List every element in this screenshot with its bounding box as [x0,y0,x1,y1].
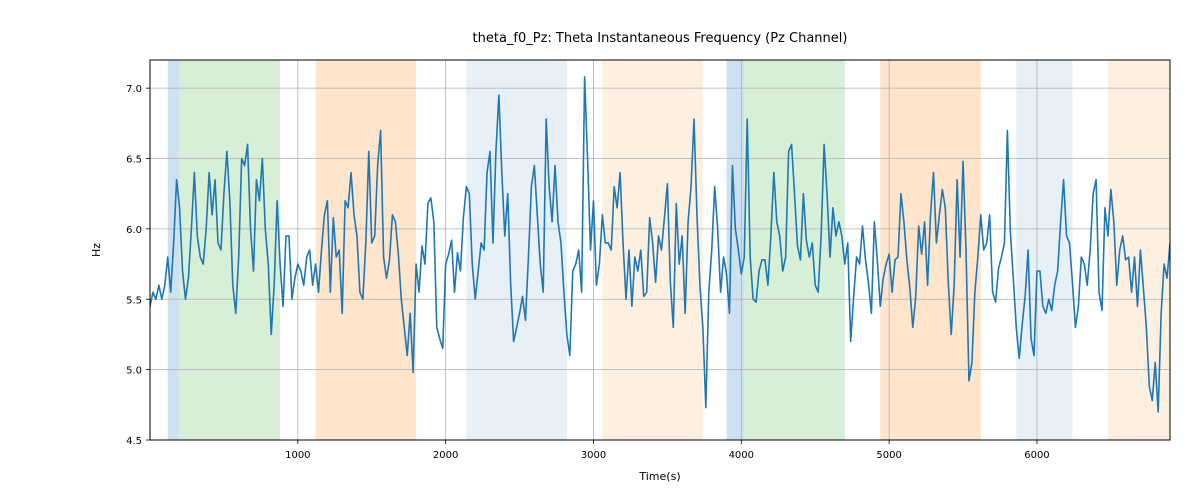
xtick-label: 1000 [285,450,310,461]
xtick-label: 4000 [729,450,754,461]
background-span-3 [466,60,567,440]
xtick-label: 6000 [1024,450,1049,461]
ytick-label: 4.5 [126,436,142,447]
ytick-label: 7.0 [126,84,142,95]
ytick-label: 5.5 [126,295,142,306]
xtick-label: 5000 [876,450,901,461]
chart-container: 1000 2000 3000 4000 5000 6000 4.5 5.0 5.5 6.0 6.5 7… [0,0,1200,500]
y-axis-label: Hz [90,243,103,257]
ytick-label: 6.5 [126,155,142,166]
theta-frequency-line-chart: 1000 2000 3000 4000 5000 6000 4.5 5.0 5.5 6.0 6.5 7… [0,0,1200,500]
background-span-1 [180,60,281,440]
chart-title: theta_f0_Pz: Theta Instantaneous Frequen… [473,31,848,46]
ytick-label: 5.0 [126,366,142,377]
background-span-8 [1016,60,1072,440]
xtick-label: 2000 [433,450,458,461]
background-span-9 [1108,60,1170,440]
xtick-label: 3000 [581,450,606,461]
x-axis-label: Time(s) [638,470,680,483]
ytick-label: 6.0 [126,225,142,236]
